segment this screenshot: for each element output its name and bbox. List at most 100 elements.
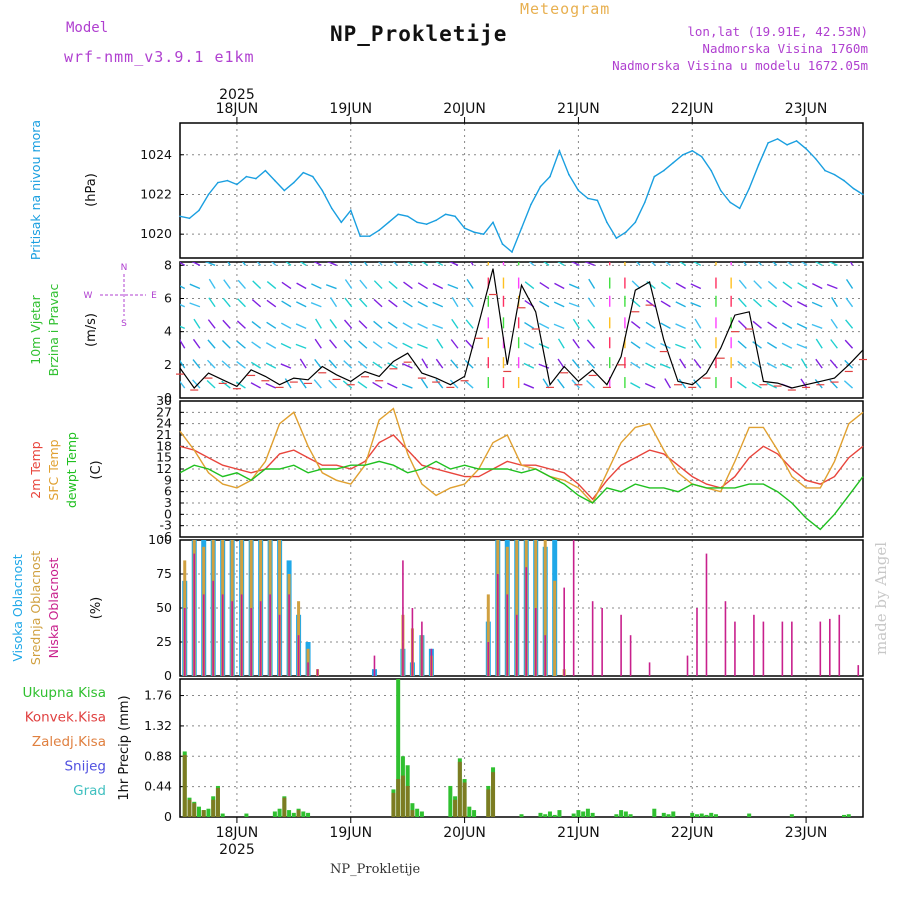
cloud-bar-2 xyxy=(221,594,224,676)
precip-total-bar xyxy=(220,813,225,817)
cloud-bar-2 xyxy=(563,587,565,676)
wind-arrow xyxy=(800,358,808,369)
precip-legend-1: Konvek.Kisa xyxy=(25,710,106,726)
wind-arrow xyxy=(843,380,854,389)
pressure-point xyxy=(473,231,475,233)
wind-arrow xyxy=(630,382,641,389)
y-tick-label: 0 xyxy=(164,668,172,683)
cloud-bar-2 xyxy=(183,608,186,676)
y-tick-label: 1020 xyxy=(140,226,172,241)
pressure-point xyxy=(738,207,741,210)
precip-total-bar xyxy=(576,810,581,817)
pressure-point xyxy=(852,187,855,190)
cloud-bar-2 xyxy=(629,635,632,676)
y-tick-label: 3 xyxy=(164,495,172,510)
y-tick-label: 0 xyxy=(164,506,172,521)
cloud-bar-2 xyxy=(781,621,784,676)
wind-arrow xyxy=(782,300,793,308)
precip-total-bar xyxy=(306,812,311,817)
wind-arrow xyxy=(435,358,444,369)
wind-arrow xyxy=(252,280,262,290)
precip-total-bar xyxy=(709,812,714,817)
wind-arrow xyxy=(388,299,398,308)
cloud-bar-2 xyxy=(288,594,290,676)
temp-unit-label: (C) xyxy=(89,460,104,479)
precip-total-bar xyxy=(419,811,424,817)
wind-arrow xyxy=(737,320,747,329)
wind-arrow xyxy=(571,262,580,266)
pressure-point xyxy=(719,189,722,192)
cloud-bar-2 xyxy=(572,540,575,676)
precip-total-bar xyxy=(614,814,619,817)
wind-arrow xyxy=(523,362,535,369)
precip-conv-bar xyxy=(215,788,220,817)
wind-arrow xyxy=(281,281,292,290)
y-tick-label: 25 xyxy=(156,634,172,649)
pressure-point xyxy=(776,138,779,140)
wind-arrow xyxy=(694,318,702,329)
pressure-point xyxy=(463,227,466,230)
bottom-day-label: 19JUN xyxy=(329,825,372,841)
wind-arrow xyxy=(781,342,793,349)
wind-arrow xyxy=(692,262,702,266)
wind-arrow xyxy=(207,359,216,369)
y-tick-label: 27 xyxy=(156,404,172,419)
wind-arrow xyxy=(675,323,686,329)
wind-arrow xyxy=(645,299,656,308)
cloud-bar-2 xyxy=(534,608,537,676)
wind-arrow xyxy=(265,342,277,349)
pressure-point xyxy=(368,235,371,237)
wind-arrow xyxy=(828,262,838,266)
pressure-point xyxy=(625,231,627,233)
cloud-bar-2 xyxy=(269,594,271,676)
pressure-point xyxy=(179,215,181,218)
wind-arrow xyxy=(251,321,262,329)
y-tick-label: 6 xyxy=(164,484,172,499)
temp-line-1 xyxy=(179,407,864,505)
pressure-point xyxy=(568,173,570,176)
precip-total-bar xyxy=(581,811,586,817)
wind-arrow xyxy=(241,262,247,266)
wind-arrow xyxy=(800,262,808,266)
wind-arrow xyxy=(630,321,641,329)
precip-legend-0: Ukupna Kisa xyxy=(23,685,106,701)
wind-arrow xyxy=(449,262,459,266)
precip-conv-bar xyxy=(187,799,192,817)
wind-arrow xyxy=(208,297,216,308)
wind-arrow xyxy=(315,318,322,329)
pressure-point xyxy=(454,215,456,218)
wind-arrow xyxy=(403,281,413,290)
wind-arrow xyxy=(553,301,565,308)
wind-arrow xyxy=(348,262,353,266)
wind-arrow xyxy=(831,297,838,308)
wind-arrow xyxy=(251,341,262,349)
wind-arrow xyxy=(814,262,823,266)
wind-arrow xyxy=(753,280,762,290)
wind-arrow xyxy=(344,279,353,289)
precip-total-bar xyxy=(557,810,562,817)
wind-arrow xyxy=(271,262,277,266)
precip-total-bar xyxy=(196,806,201,817)
wind-arrow xyxy=(407,262,413,266)
wind-arrow xyxy=(826,283,838,290)
pressure-point xyxy=(397,213,399,216)
wind-arrow xyxy=(587,297,596,308)
wind-arrow xyxy=(528,262,535,266)
wind-arrow xyxy=(464,359,474,369)
wind-arrow xyxy=(524,281,535,290)
precip-total-bar xyxy=(713,814,718,817)
y-tick-label: 0.88 xyxy=(144,748,172,763)
wind-arrow xyxy=(523,383,535,389)
model-label: Model xyxy=(66,20,109,36)
pressure-point xyxy=(539,185,542,188)
cloud-bar-2 xyxy=(591,601,594,676)
cloud-bar-2 xyxy=(373,655,376,676)
wind-arrow xyxy=(464,380,474,389)
wind-arrow xyxy=(358,340,368,349)
cloud-bar-2 xyxy=(648,662,651,676)
precip-conv-bar xyxy=(391,792,396,817)
wind-arrow xyxy=(690,302,702,308)
wind-arrow xyxy=(192,338,201,349)
y-tick-label: 9 xyxy=(164,472,172,487)
